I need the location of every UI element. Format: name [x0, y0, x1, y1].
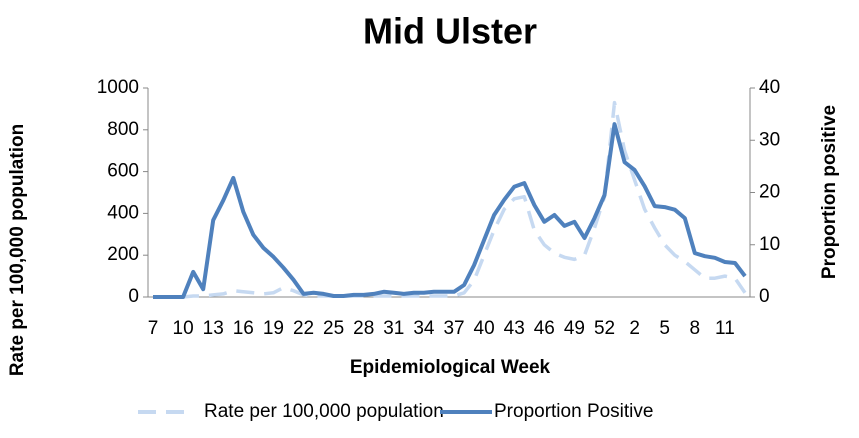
legend-label: Rate per 100,000 population: [204, 401, 444, 422]
x-tick-label: 34: [413, 318, 435, 339]
y-tick-label: 200: [107, 244, 139, 265]
y-axis-title: Rate per 100,000 population: [7, 124, 28, 376]
x-tick-label: 31: [383, 318, 404, 339]
legend-label: Proportion Positive: [494, 401, 653, 422]
y2-tick-label: 40: [759, 77, 780, 98]
x-tick-label: 52: [594, 318, 615, 339]
y-tick-label: 1000: [97, 77, 139, 98]
x-tick-label: 8: [690, 318, 701, 339]
x-tick-label: 13: [203, 318, 224, 339]
y-tick-label: 600: [107, 161, 139, 182]
y-tick-label: 800: [107, 119, 139, 140]
chart-title: Mid Ulster: [363, 11, 537, 52]
x-tick-label: 19: [263, 318, 284, 339]
x-tick-label: 16: [233, 318, 254, 339]
series-line: [153, 122, 747, 299]
x-tick-label: 40: [474, 318, 495, 339]
x-tick-label: 2: [629, 318, 640, 339]
x-tick-label: 7: [148, 318, 159, 339]
x-tick-label: 43: [504, 318, 525, 339]
y2-tick-label: 30: [759, 129, 780, 150]
y2-axis-title: Proportion positive: [819, 105, 840, 279]
x-tick-label: 46: [534, 318, 555, 339]
y2-tick-label: 0: [759, 286, 770, 307]
x-tick-label: 37: [443, 318, 464, 339]
x-tick-label: 5: [659, 318, 670, 339]
y2-tick-label: 10: [759, 234, 780, 255]
x-axis-title: Epidemiological Week: [350, 357, 551, 378]
x-tick-label: 25: [323, 318, 344, 339]
y-tick-label: 400: [107, 202, 139, 223]
x-tick-label: 49: [564, 318, 585, 339]
series-line: [153, 100, 747, 299]
x-tick-label: 28: [353, 318, 374, 339]
x-tick-label: 10: [173, 318, 194, 339]
x-tick-label: 11: [715, 318, 735, 339]
y-tick-label: 0: [128, 286, 139, 307]
y2-tick-label: 20: [759, 182, 780, 203]
x-tick-label: 22: [293, 318, 314, 339]
